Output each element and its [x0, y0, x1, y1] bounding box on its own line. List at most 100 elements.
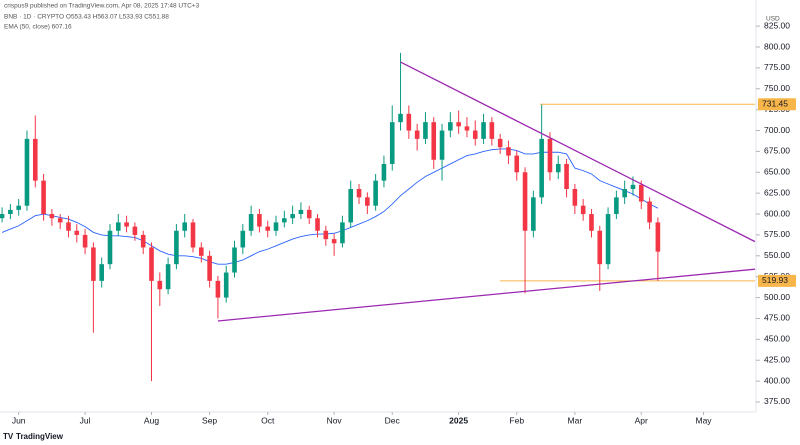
price-level-tag: [758, 274, 796, 287]
plot-area: [0, 52, 756, 382]
candle-body: [16, 205, 21, 210]
candle-body: [448, 122, 453, 131]
candle-body: [564, 163, 569, 189]
candle-body: [8, 209, 13, 215]
candle-body: [57, 218, 63, 223]
candle-body: [165, 264, 171, 290]
y-tick-label: 475.00: [764, 313, 790, 323]
candle-body: [157, 280, 163, 290]
y-tick-label: 700.00: [764, 125, 790, 135]
x-tick-label: Oct: [261, 415, 275, 425]
y-tick-label: 550.00: [764, 250, 790, 260]
candle-body: [107, 230, 113, 265]
y-tick-label: 775.00: [764, 62, 790, 72]
candle-body: [655, 222, 661, 252]
y-tick-label: 425.00: [764, 354, 790, 364]
candle-body: [580, 205, 586, 215]
candle-body: [614, 197, 619, 215]
candle-body: [82, 234, 88, 248]
candle-body: [257, 214, 262, 227]
candle-body: [389, 122, 395, 164]
candle-body: [456, 122, 461, 127]
candle-body: [506, 147, 511, 156]
footer-icon: TV: [3, 432, 14, 441]
x-tick-label: Dec: [385, 415, 401, 425]
x-tick-label: Mar: [568, 415, 583, 425]
candle-body: [315, 218, 320, 231]
candle-body: [290, 214, 295, 219]
price-level-label: 519.93: [762, 275, 788, 285]
publish-header: crispus9 published on TradingView.com, A…: [4, 3, 200, 10]
candle-body: [497, 138, 503, 148]
candle-body: [356, 188, 362, 198]
candle-body: [140, 234, 146, 248]
trendline: [217, 268, 756, 322]
candle-body: [306, 209, 312, 219]
x-tick-label: Nov: [327, 415, 343, 425]
candle-body: [423, 122, 428, 139]
candle-body: [174, 230, 179, 265]
y-tick-label: 800.00: [764, 41, 790, 51]
x-tick-label: Jun: [12, 415, 26, 425]
candle-body: [605, 214, 611, 265]
candle-body: [199, 247, 204, 256]
indicator-legend: EMA (50, close) 607.16: [4, 24, 72, 31]
y-tick-label: 400.00: [764, 375, 790, 385]
candle-body: [638, 184, 644, 202]
candle-body: [32, 138, 38, 181]
candle-body: [439, 130, 445, 160]
candle-body: [232, 247, 237, 273]
candle-body: [273, 222, 279, 231]
y-tick-label: 825.00: [764, 20, 790, 30]
candle-body: [340, 222, 345, 244]
candle-body: [597, 230, 603, 265]
candle-body: [381, 163, 387, 181]
candle-body: [464, 126, 470, 131]
candle-body: [398, 113, 403, 123]
candle-body: [298, 209, 304, 215]
y-tick-label: 575.00: [764, 229, 790, 239]
candle-body: [207, 255, 212, 281]
candle-body: [240, 230, 246, 248]
candle-body: [49, 214, 55, 219]
x-tick-label: Jul: [80, 415, 91, 425]
candle-body: [24, 138, 30, 206]
y-tick-label: 500.00: [764, 292, 790, 302]
currency-label: USD: [766, 16, 780, 23]
candle-body: [414, 130, 420, 139]
candle-body: [0, 214, 5, 219]
candle-body: [331, 239, 337, 244]
candle-body: [348, 188, 354, 223]
candle-body: [555, 163, 561, 173]
candle-body: [630, 184, 636, 189]
candle-body: [223, 272, 229, 298]
y-tick-label: 750.00: [764, 83, 790, 93]
candle-body: [182, 222, 188, 231]
candle-body: [132, 226, 138, 235]
candle-body: [572, 188, 578, 206]
y-tick-label: 450.00: [764, 334, 790, 344]
candle-body: [539, 138, 544, 198]
candle-body: [373, 180, 378, 206]
candle-body: [406, 113, 412, 131]
candle-body: [91, 247, 96, 281]
candle-body: [481, 122, 486, 139]
candle-body: [99, 264, 104, 281]
candle-body: [215, 280, 221, 298]
candle-body: [365, 197, 370, 206]
candle-body: [472, 130, 478, 139]
candle-body: [431, 122, 437, 160]
candle-body: [522, 172, 528, 231]
candle-body: [547, 138, 553, 173]
candle-body: [531, 197, 536, 231]
candle-body: [589, 214, 594, 231]
candle-body: [622, 188, 627, 198]
symbol-title: BNB · 1D · CRYPTO O553.43 H563.07 L533.9…: [4, 14, 169, 21]
candle-body: [323, 230, 329, 240]
price-level-label: 731.45: [762, 99, 788, 109]
x-tick-label: May: [696, 415, 713, 425]
x-tick-label: Feb: [509, 415, 524, 425]
candle-body: [74, 230, 80, 235]
